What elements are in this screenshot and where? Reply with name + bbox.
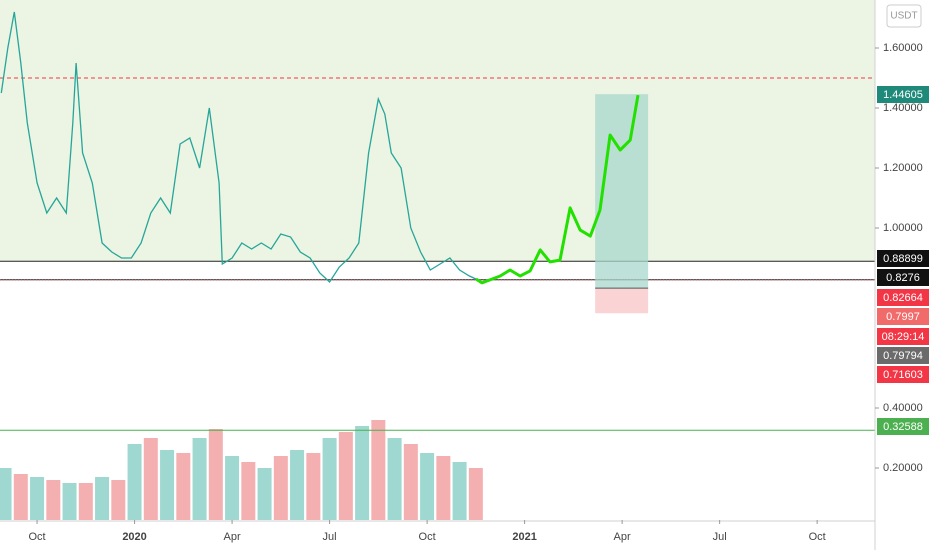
price-badge-label: 0.82664 [883, 292, 923, 304]
currency-box[interactable] [886, 4, 922, 28]
price-line [0, 11, 477, 283]
y-tick-label: 0.40000 [883, 402, 923, 414]
currency: USDT [890, 11, 917, 22]
price-badge-label: 0.8276 [886, 272, 920, 284]
price-badge-label: 1.44605 [883, 89, 923, 101]
price-badge [877, 366, 929, 383]
price-badge-label: 0.7997 [886, 311, 920, 323]
price-badge [877, 347, 929, 364]
volume-bar [62, 483, 77, 520]
y-tick-label: 1.00000 [883, 222, 923, 234]
y-tick-label: 0.20000 [883, 462, 923, 474]
price-badge [877, 269, 929, 286]
volume-bar [420, 453, 435, 520]
price-badge [877, 308, 929, 325]
volume-bar [371, 420, 386, 520]
x-tick-label: Apr [614, 531, 631, 543]
price-badge-label: 0.79794 [883, 350, 923, 362]
volume-bar [403, 444, 418, 520]
x-tick-label: Apr [224, 531, 241, 543]
price-badge-label: 0.32588 [883, 421, 923, 433]
x-tick-label: Jul [323, 531, 337, 543]
volume-bar [468, 468, 483, 520]
volume-bar [290, 450, 305, 520]
plot-area [0, 0, 875, 520]
volume-bar [0, 468, 12, 520]
volume-bar [225, 456, 240, 520]
volume-bar [111, 480, 126, 520]
volume-bar [127, 444, 142, 520]
x-tick-label: 2020 [122, 531, 146, 543]
price-badge-label: 0.71603 [883, 369, 923, 381]
volume-bar [46, 480, 61, 520]
volume-bar [322, 438, 337, 520]
volume-bar [160, 450, 175, 520]
volume-bar [192, 438, 207, 520]
price-badge [877, 418, 929, 435]
volume-bar [355, 426, 370, 520]
x-tick-label: Oct [419, 531, 436, 543]
price-badge [877, 328, 929, 345]
y-tick-label: 1.60000 [883, 42, 923, 54]
x-tick-label: 2021 [512, 531, 536, 543]
stop-zone [595, 288, 649, 314]
x-tick-label: Jul [713, 531, 727, 543]
y-tick-label: 1.40000 [883, 102, 923, 114]
volume-bar [176, 453, 191, 520]
volume-bar [436, 456, 451, 520]
volume-bar [30, 477, 45, 520]
volume-bar [387, 438, 402, 520]
volume-bar [338, 432, 353, 520]
price-badge [877, 250, 929, 267]
volume-bar [241, 462, 256, 520]
projection [475, 94, 640, 285]
x-tick-label: Oct [809, 531, 826, 543]
volume-bar [452, 462, 467, 520]
volume-bar [273, 456, 288, 520]
volume-bar [95, 477, 110, 520]
volume-bar [257, 468, 272, 520]
volume-bar [143, 438, 158, 520]
volume-bar [208, 429, 223, 520]
price-badge [877, 289, 929, 306]
volume-bar [13, 474, 28, 520]
price-badge-label: 0.88899 [883, 253, 923, 265]
zone [0, 0, 875, 262]
y-tick-label: 1.20000 [883, 162, 923, 174]
price-badge [877, 86, 929, 103]
volume-bar [306, 453, 321, 520]
x-tick-label: Oct [28, 531, 45, 543]
price-badge-label: 08:29:14 [882, 331, 925, 343]
volume-bar [78, 483, 93, 520]
